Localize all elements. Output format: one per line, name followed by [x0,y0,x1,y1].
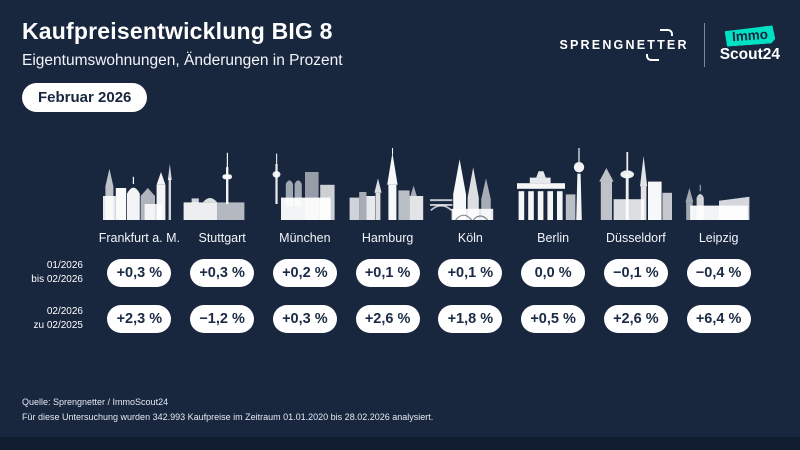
methodology-line: Für diese Untersuchung wurden 342.993 Ka… [22,411,434,422]
value-cell-hamburg: +0,1 % [346,250,429,296]
value-pill-stuttgart-row1: +0,3 % [190,259,255,287]
city-label-hamburg: Hamburg [361,231,414,245]
row-label-line2: bis 02/2026 [31,274,83,285]
value-pill-stuttgart-row2: −1,2 % [190,305,255,333]
row-label-line2: zu 02/2025 [33,320,84,331]
value-pill-koeln-row1: +0,1 % [438,259,503,287]
value-cell-koeln: +0,1 % [429,250,512,296]
footer-source: Quelle: Sprengnetter / ImmoScout24 Für d… [22,395,433,424]
skyline-berlin-icon [512,138,595,222]
value-cell-leipzig: +6,4 % [677,296,760,342]
skyline-frankfurt-icon [98,138,181,222]
value-pill-berlin-row1: 0,0 % [521,259,586,287]
grid-spacer [14,138,98,222]
skyline-duesseldorf-icon [595,138,678,222]
city-label-muenchen: München [279,231,331,245]
source-line: Quelle: Sprengnetter / ImmoScout24 [22,397,169,408]
value-cell-koeln: +1,8 % [429,296,512,342]
value-cell-stuttgart: +0,3 % [181,250,264,296]
city-label-stuttgart: Stuttgart [198,231,246,245]
skyline-stuttgart-icon [181,138,264,222]
logo-divider [703,23,705,67]
sprengnetter-bracket-icon [645,54,659,61]
value-pill-frankfurt-row2: +2,3 % [107,305,172,333]
scout24-wordmark: Scout24 [719,45,780,63]
page-subtitle: Eigentumswohnungen, Änderungen in Prozen… [22,52,343,69]
value-cell-leipzig: −0,4 % [677,250,760,296]
value-cell-berlin: 0,0 % [512,250,595,296]
skyline-muenchen-icon [264,138,347,222]
immoscout24-logo: Immo Scout24 [720,27,780,64]
page-title: Kaufpreisentwicklung BIG 8 [22,18,333,44]
value-pill-leipzig-row2: +6,4 % [686,305,751,333]
row-label-line1: 02/2026 [46,306,83,317]
city-label-leipzig: Leipzig [698,231,739,245]
sprengnetter-logo: SPRENGNETTER [559,29,689,61]
bottom-strip [0,437,800,450]
row-label-2: 02/2026 zu 02/2025 [14,296,98,342]
city-label-duesseldorf: Düsseldorf [606,231,666,245]
row-label-1: 01/2026 bis 02/2026 [14,250,98,296]
value-pill-muenchen-row1: +0,2 % [272,259,337,287]
value-cell-duesseldorf: −0,1 % [595,250,678,296]
value-pill-duesseldorf-row1: −0,1 % [603,259,668,287]
value-cell-frankfurt: +2,3 % [98,296,181,342]
value-pill-koeln-row2: +1,8 % [438,305,503,333]
header: Kaufpreisentwicklung BIG 8 Eigentumswohn… [22,18,343,112]
value-cell-hamburg: +2,6 % [346,296,429,342]
value-pill-berlin-row2: +0,5 % [521,305,586,333]
logo-area: SPRENGNETTER Immo Scout24 [559,22,780,68]
value-pill-duesseldorf-row2: +2,6 % [603,305,668,333]
value-pill-muenchen-row2: +0,3 % [272,305,337,333]
city-label-berlin: Berlin [537,231,570,245]
value-pill-hamburg-row2: +2,6 % [355,305,420,333]
sprengnetter-bracket-icon [659,29,673,36]
date-badge: Februar 2026 [22,83,148,112]
value-cell-stuttgart: −1,2 % [181,296,264,342]
value-cell-muenchen: +0,2 % [264,250,347,296]
value-pill-hamburg-row1: +0,1 % [355,259,420,287]
city-label-frankfurt: Frankfurt a. M. [98,231,181,245]
city-label-koeln: Köln [457,231,483,245]
value-cell-duesseldorf: +2,6 % [595,296,678,342]
grid-spacer [14,222,98,250]
skyline-koeln-icon [429,138,512,222]
value-pill-leipzig-row1: −0,4 % [686,259,751,287]
value-cell-frankfurt: +0,3 % [98,250,181,296]
skyline-leipzig-icon [677,138,760,222]
sprengnetter-wordmark: SPRENGNETTER [559,38,689,52]
skyline-hamburg-icon [346,138,429,222]
row-label-line1: 01/2026 [46,260,83,271]
city-data-grid: Frankfurt a. M. Stuttgart München Hamburg Kö… [14,138,760,342]
immo-tag-badge: Immo [724,25,775,46]
value-cell-muenchen: +0,3 % [264,296,347,342]
value-cell-berlin: +0,5 % [512,296,595,342]
value-pill-frankfurt-row1: +0,3 % [107,259,172,287]
